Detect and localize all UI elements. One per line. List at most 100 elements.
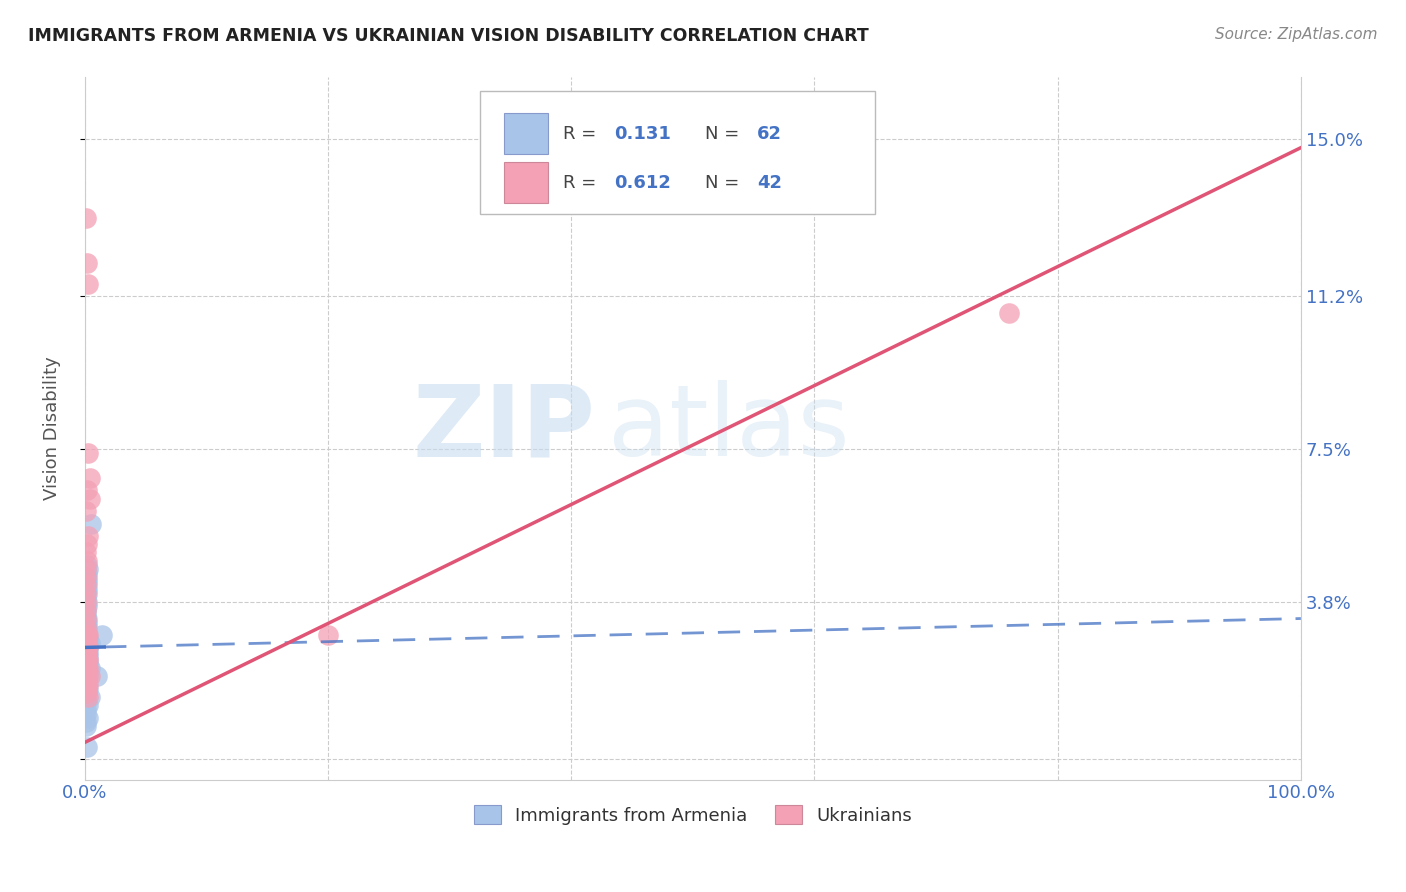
Point (76, 644, 98, 658)
Point (75, 714, 97, 729)
Point (90, 628, 112, 642)
Point (75, 706, 97, 721)
Point (86, 669, 108, 683)
Point (75, 628, 97, 642)
Y-axis label: Vision Disability: Vision Disability (44, 357, 60, 500)
Point (76, 673, 98, 688)
Point (77, 661, 100, 675)
Point (80, 516, 103, 531)
Point (77, 529, 100, 543)
Point (75, 719, 97, 733)
Point (76, 599, 98, 614)
Point (77, 628, 100, 642)
Point (76, 686, 98, 700)
Point (76, 640, 98, 655)
Text: 62: 62 (758, 125, 782, 143)
Point (77, 640, 100, 655)
Point (76, 624, 98, 638)
Point (75, 686, 97, 700)
Point (76, 587, 98, 601)
FancyBboxPatch shape (505, 113, 548, 154)
Text: R =: R = (562, 174, 602, 192)
Point (77, 698, 100, 713)
Point (75, 694, 97, 708)
Point (998, 306, 1021, 320)
Text: 42: 42 (758, 174, 782, 192)
Point (76, 644, 98, 658)
Point (79, 471, 101, 485)
Point (76, 628, 98, 642)
Point (75, 578, 97, 592)
Point (75, 628, 97, 642)
Point (75, 620, 97, 634)
Point (76, 640, 98, 655)
Point (76, 620, 98, 634)
Point (75, 673, 97, 688)
Point (77, 681, 100, 696)
Point (77, 644, 100, 658)
Point (75, 620, 97, 634)
Point (75, 653, 97, 667)
FancyBboxPatch shape (479, 92, 876, 214)
Point (76, 611, 98, 625)
Point (76, 739, 98, 754)
Point (76, 678, 98, 692)
Point (76, 628, 98, 642)
Point (77, 678, 100, 692)
Point (75, 603, 97, 617)
Text: 0.612: 0.612 (614, 174, 671, 192)
Point (75, 628, 97, 642)
Point (76, 648, 98, 663)
Point (76, 582, 98, 597)
Point (76, 632, 98, 647)
Point (75, 595, 97, 609)
Legend: Immigrants from Armenia, Ukrainians: Immigrants from Armenia, Ukrainians (465, 797, 921, 834)
Point (77, 657, 100, 671)
Point (76, 570, 98, 584)
Text: R =: R = (562, 125, 602, 143)
Point (76, 595, 98, 609)
Point (75, 632, 97, 647)
Point (76, 558, 98, 572)
Point (77, 711, 100, 725)
Text: N =: N = (704, 125, 745, 143)
Point (77, 669, 100, 683)
Point (79, 690, 101, 704)
Point (77, 648, 100, 663)
Point (76, 615, 98, 630)
Point (79, 669, 101, 683)
Point (76, 566, 98, 580)
Point (76, 657, 98, 671)
Text: Source: ZipAtlas.com: Source: ZipAtlas.com (1215, 27, 1378, 42)
Point (75, 611, 97, 625)
Point (79, 636, 101, 650)
Point (76, 537, 98, 551)
Point (75, 504, 97, 518)
Text: IMMIGRANTS FROM ARMENIA VS UKRAINIAN VISION DISABILITY CORRELATION CHART: IMMIGRANTS FROM ARMENIA VS UKRAINIAN VIS… (28, 27, 869, 45)
Point (77, 640, 100, 655)
Point (75, 211, 97, 225)
Point (75, 607, 97, 622)
Point (76, 648, 98, 663)
Point (79, 491, 101, 506)
Point (75, 591, 97, 605)
Point (76, 657, 98, 671)
Text: N =: N = (704, 174, 745, 192)
Point (75, 545, 97, 559)
Point (76, 636, 98, 650)
Point (76, 483, 98, 498)
Point (76, 578, 98, 592)
FancyBboxPatch shape (505, 162, 548, 203)
Point (77, 446, 100, 460)
Text: 0.131: 0.131 (614, 125, 671, 143)
Point (77, 277, 100, 291)
Point (75, 661, 97, 675)
Point (75, 615, 97, 630)
Point (76, 256, 98, 270)
Text: ZIP: ZIP (412, 380, 596, 477)
Point (316, 628, 339, 642)
Point (75, 702, 97, 716)
Point (75, 624, 97, 638)
Point (75, 611, 97, 625)
Point (76, 554, 98, 568)
